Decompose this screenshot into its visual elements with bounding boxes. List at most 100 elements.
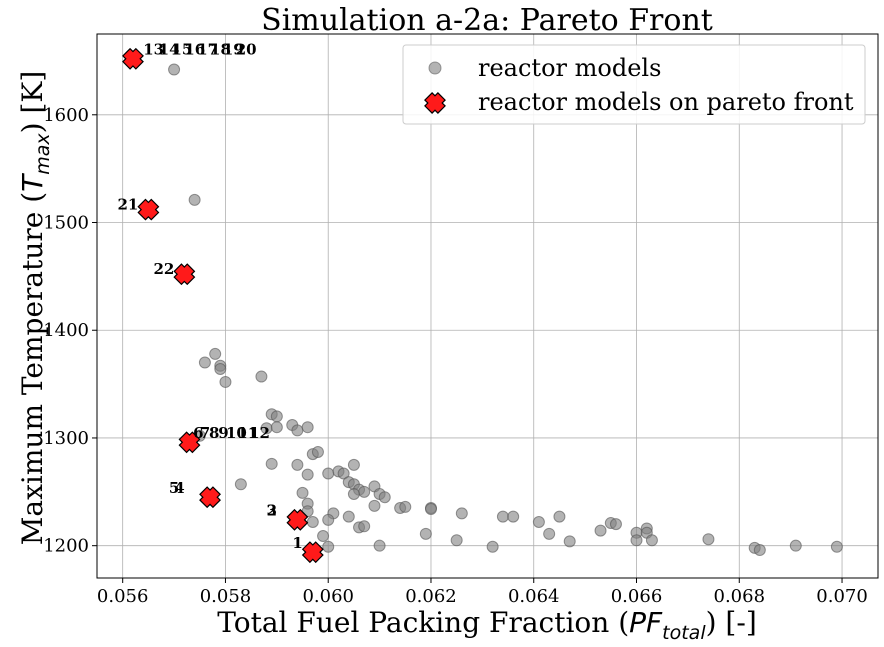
pareto-point-marker — [137, 198, 160, 221]
data-point-reactor-model — [563, 535, 576, 548]
data-point-reactor-model — [594, 524, 607, 537]
data-point-reactor-model — [399, 500, 412, 513]
plot-frame — [96, 33, 879, 579]
data-point-reactor-model — [265, 457, 278, 470]
x-tick-label: 0.060 — [302, 586, 354, 607]
data-point-reactor-model — [358, 520, 371, 533]
point-label: 6 — [193, 424, 203, 442]
point-label: 11 — [237, 424, 258, 442]
data-point-reactor-model — [322, 540, 335, 553]
data-point-reactor-model — [702, 533, 715, 546]
point-label: 17 — [197, 40, 218, 58]
y-tick-label: 1500 — [43, 213, 89, 234]
data-point-reactor-model — [507, 510, 520, 523]
data-point-reactor-model — [455, 507, 468, 520]
y-axis-ticks: 1200 1300 1400 1500 1600 — [43, 105, 97, 557]
data-point-reactor-model — [378, 491, 391, 504]
data-point-reactor-model — [255, 370, 268, 383]
x-tick-label: 0.064 — [508, 586, 560, 607]
legend-swatch-pareto-front — [424, 92, 446, 114]
data-point-reactor-model — [291, 424, 304, 437]
pareto-point-marker — [173, 263, 196, 286]
data-point-reactor-model — [219, 375, 232, 388]
y-tick-label: 1300 — [43, 428, 89, 449]
data-point-reactor-model — [358, 485, 371, 498]
x-tick-label: 0.058 — [200, 586, 252, 607]
data-point-reactor-model — [188, 193, 201, 206]
data-point-reactor-model — [322, 513, 335, 526]
x-tick-label: 0.056 — [97, 586, 149, 607]
grid — [97, 34, 878, 578]
data-point-reactor-model — [270, 410, 283, 423]
point-label: 4 — [174, 479, 184, 497]
x-axis-ticks: 0.056 0.058 0.060 0.062 0.064 0.066 0.068 0.070 — [97, 578, 868, 607]
x-tick-label: 0.062 — [405, 586, 457, 607]
data-point-reactor-model — [301, 421, 314, 434]
data-point-reactor-model — [532, 515, 545, 528]
data-point-reactor-model — [209, 347, 222, 360]
point-label: 21 — [118, 196, 139, 214]
data-point-reactor-model — [317, 529, 330, 542]
data-point-reactor-model — [214, 363, 227, 376]
x-tick-label: 0.066 — [611, 586, 663, 607]
y-tick-label: 1600 — [43, 105, 89, 126]
point-label: 16 — [184, 40, 205, 58]
data-point-reactor-model — [296, 486, 309, 499]
point-label: 20 — [236, 40, 257, 58]
data-point-reactor-model — [753, 543, 766, 556]
data-point-reactor-model — [337, 467, 350, 480]
data-point-reactor-model — [347, 487, 360, 500]
pareto-point-marker — [286, 508, 309, 531]
data-point-reactor-model — [342, 510, 355, 523]
point-label: 22 — [153, 260, 174, 278]
point-label: 3 — [267, 502, 277, 520]
data-point-reactor-model — [830, 540, 843, 553]
data-point-reactor-model — [645, 534, 658, 547]
x-tick-label: 0.068 — [714, 586, 766, 607]
point-label: 14 — [159, 40, 180, 58]
legend-swatch-reactor-models — [428, 61, 442, 75]
data-point-reactor-model — [322, 467, 335, 480]
point-label: 13 — [143, 40, 164, 58]
y-tick-label: 1400 — [43, 320, 89, 341]
point-label: 15 — [172, 40, 193, 58]
legend-box — [402, 44, 866, 125]
series-reactor-models — [168, 63, 843, 556]
point-label: 10 — [226, 424, 247, 442]
pareto-point-marker — [301, 541, 324, 564]
data-point-reactor-model — [347, 458, 360, 471]
point-label: 5 — [169, 479, 179, 497]
point-label: 8 — [209, 424, 219, 442]
point-label: 1 — [292, 534, 302, 552]
x-axis-label: Total Fuel Packing Fraction (PFtotal) [-… — [217, 606, 757, 644]
series-pareto-front — [122, 47, 324, 564]
legend-label-pareto-front: reactor models on pareto front — [478, 88, 854, 116]
point-label: 9 — [218, 424, 228, 442]
pareto-point-marker — [178, 431, 201, 454]
data-point-reactor-model — [311, 445, 324, 458]
data-point-reactor-model — [291, 458, 304, 471]
data-point-reactor-model — [496, 510, 509, 523]
data-point-reactor-model — [301, 468, 314, 481]
data-point-reactor-model — [543, 527, 556, 540]
data-point-reactor-model — [198, 356, 211, 369]
point-label: 12 — [249, 424, 270, 442]
data-point-reactor-model — [630, 534, 643, 547]
data-point-reactor-model — [789, 539, 802, 552]
y-axis-label: Maximum Temperature (Tmax) [K] — [16, 71, 54, 546]
pareto-point-marker — [199, 486, 221, 509]
data-point-reactor-model — [306, 515, 319, 528]
data-point-reactor-model — [419, 527, 432, 540]
data-point-reactor-model — [270, 421, 283, 434]
data-point-reactor-model — [486, 540, 499, 553]
data-point-reactor-model — [368, 499, 381, 512]
pareto-point-marker — [122, 47, 144, 70]
x-tick-label: 0.070 — [816, 586, 868, 607]
data-point-reactor-model — [450, 534, 463, 547]
data-point-reactor-model — [609, 518, 622, 531]
point-label: 2 — [267, 502, 277, 520]
point-label: 19 — [223, 40, 244, 58]
legend: reactor models reactor models on pareto … — [402, 44, 866, 125]
